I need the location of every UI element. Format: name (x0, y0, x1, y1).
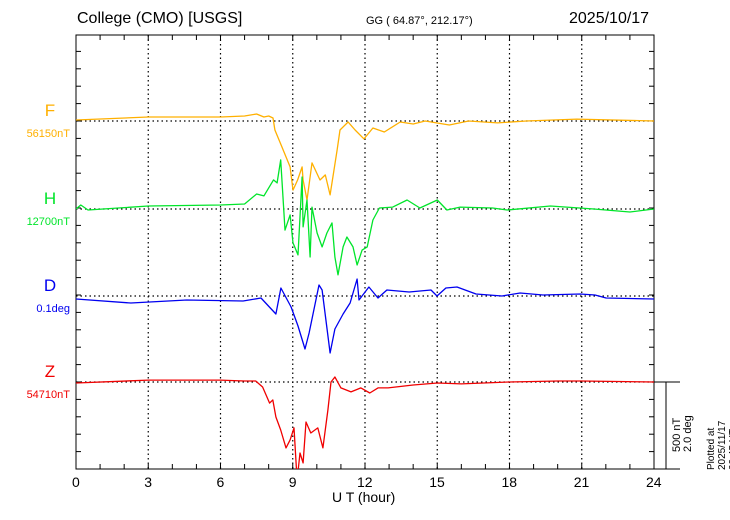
baseline-label-h: 12700nT (26, 216, 70, 228)
series-label-z: Z (44, 362, 56, 381)
baseline-label-z: 54710nT (26, 389, 70, 401)
x-tick-label: 0 (72, 474, 80, 490)
x-tick-label: 9 (288, 474, 297, 490)
station-title: College (CMO) [USGS] (77, 10, 243, 27)
x-tick-label: 18 (501, 474, 518, 490)
scale-bar-label: 500 nT 2.0 deg (671, 415, 694, 452)
geographic-coordinates: GG ( 64.87°, 212.17°) (366, 15, 473, 27)
series-line-f (76, 113, 654, 201)
scale-deg: 2.0 deg (682, 415, 694, 452)
baseline-label-d: 0.1deg (36, 303, 70, 315)
x-tick-label: 21 (573, 474, 590, 490)
baseline-label-f: 56150nT (26, 128, 70, 140)
series-label-f: F (44, 101, 56, 120)
series-label-h: H (43, 189, 57, 208)
series-line-h (76, 159, 654, 276)
x-axis-label: U T (hour) (332, 489, 396, 505)
series-line-d (76, 278, 654, 354)
plot-date: 2025/10/17 (569, 10, 650, 27)
x-tick-label: 12 (357, 474, 373, 490)
series-label-d: D (43, 276, 57, 295)
plotted-timestamp: Plotted at 2025/11/17 00:45 UT (706, 420, 730, 470)
x-tick-label: 24 (646, 474, 662, 490)
x-tick-label: 6 (216, 474, 225, 490)
x-tick-label: 3 (144, 474, 153, 490)
x-tick-label: 15 (429, 474, 445, 490)
series-line-z (76, 376, 654, 469)
